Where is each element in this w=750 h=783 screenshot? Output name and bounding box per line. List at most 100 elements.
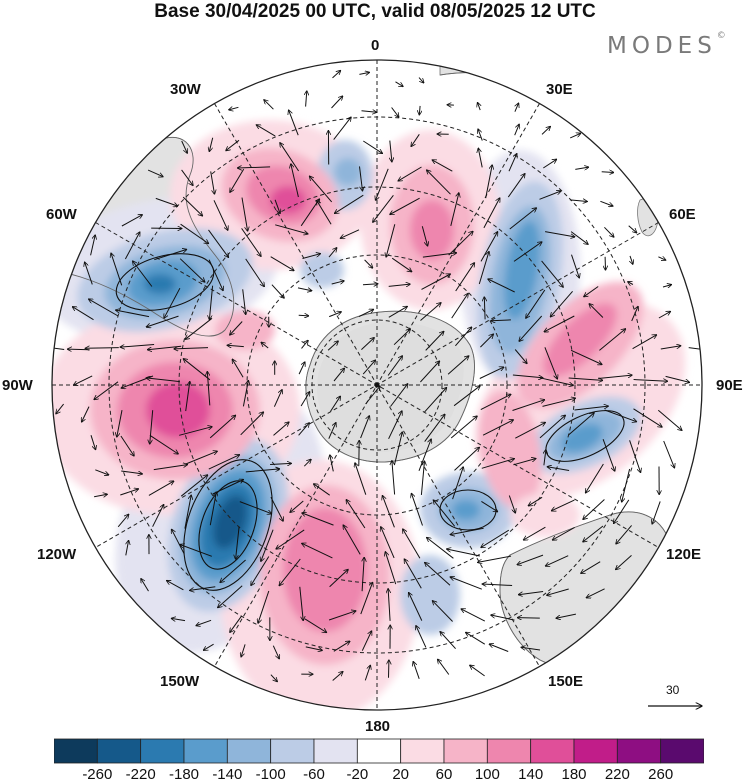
wind-vector <box>364 259 373 268</box>
wind-vector <box>424 388 447 413</box>
wind-vector <box>688 348 702 350</box>
wind-vector <box>440 632 456 650</box>
wind-vector <box>72 307 94 321</box>
wind-vector <box>387 356 402 376</box>
wind-vector <box>589 304 604 318</box>
wind-vector <box>82 406 90 422</box>
wind-vector <box>616 525 632 544</box>
wind-vector <box>117 410 123 437</box>
wind-vector <box>391 257 412 272</box>
wind-vector <box>489 644 509 652</box>
wind-vector <box>330 396 341 412</box>
wind-vector <box>116 310 150 318</box>
wind-vector <box>346 500 366 529</box>
wind-vector <box>85 262 93 285</box>
lon-label-30e: 30E <box>546 81 573 98</box>
wind-vector <box>455 263 475 292</box>
wind-vector <box>365 386 380 405</box>
wind-vector <box>514 349 527 364</box>
wind-vector <box>418 439 431 471</box>
wind-vector <box>67 349 90 350</box>
wind-vector <box>381 527 395 559</box>
wind-vector <box>360 582 373 615</box>
wind-vector <box>317 201 332 225</box>
wind-vector <box>147 169 163 177</box>
wind-vector <box>359 166 363 191</box>
wind-vector <box>273 422 290 436</box>
wind-vector <box>155 197 178 206</box>
wind-vector <box>172 529 185 555</box>
colorbar-tick-label: 20 <box>392 766 409 783</box>
wind-vector <box>229 107 239 110</box>
wind-vector <box>568 413 595 436</box>
wind-vector <box>95 469 109 475</box>
wind-vector <box>184 495 191 529</box>
colorbar-cell <box>226 738 272 764</box>
wind-vector <box>628 225 637 233</box>
wind-vector <box>393 432 402 466</box>
colorbar-tick-label: -140 <box>212 766 243 783</box>
wind-vector <box>154 249 186 261</box>
wind-vector <box>517 618 540 619</box>
map-disk-content <box>52 60 702 710</box>
wind-vector <box>213 200 228 230</box>
modes-logo: MODES© <box>607 31 726 59</box>
wind-vector <box>545 231 575 237</box>
wind-vector <box>604 226 614 237</box>
wind-vector <box>478 129 483 141</box>
anomaly-shading <box>52 120 686 710</box>
wind-vector <box>425 331 444 351</box>
wind-vector <box>454 447 480 471</box>
wind-vector <box>232 359 244 378</box>
wind-vector <box>180 545 212 557</box>
colorbar-cell <box>616 738 662 764</box>
wind-vector <box>209 137 214 152</box>
reference-vector-label: 30 <box>666 683 680 697</box>
wind-vector <box>361 338 374 350</box>
wind-vector <box>622 468 631 502</box>
wind-vector <box>209 285 214 320</box>
wind-vector <box>239 501 272 514</box>
wind-vector <box>390 197 420 214</box>
wind-vector <box>513 242 542 262</box>
wind-vector <box>616 555 632 569</box>
wind-vector <box>427 538 454 559</box>
wind-vector <box>261 342 269 349</box>
wind-vector <box>290 500 304 512</box>
wind-vector <box>433 500 456 527</box>
colorbar-cell <box>356 738 402 764</box>
wind-vector <box>328 423 336 439</box>
wind-vector <box>432 160 453 172</box>
wind-vector <box>416 626 427 648</box>
wind-vector <box>450 577 482 590</box>
wind-vector <box>302 543 333 559</box>
wind-vector <box>298 423 310 436</box>
wind-vector <box>523 526 546 540</box>
brand-text: MODES <box>607 33 717 59</box>
wind-vector <box>393 329 410 346</box>
wind-vector <box>403 529 421 559</box>
colorbar-cell <box>54 738 98 764</box>
wind-vector <box>182 196 202 216</box>
wind-vector <box>207 372 211 406</box>
wind-vector <box>418 77 424 83</box>
wind-vector <box>272 645 279 659</box>
wind-vector <box>452 467 464 500</box>
wind-vector <box>421 274 451 290</box>
wind-vector <box>451 293 468 319</box>
wind-vector <box>599 329 625 351</box>
wind-vector <box>329 312 341 318</box>
wind-vector <box>515 422 545 439</box>
wind-vector <box>181 169 193 186</box>
wind-vector <box>241 644 246 657</box>
wind-vector <box>301 340 309 349</box>
wind-vector <box>298 362 305 375</box>
wind-vector <box>447 356 469 375</box>
wind-vector <box>149 434 178 454</box>
colorbar-tick-label: -20 <box>346 766 369 783</box>
wind-vector <box>419 105 420 115</box>
wind-vector <box>413 662 420 679</box>
wind-vector <box>218 585 243 608</box>
wind-vector <box>279 558 301 586</box>
